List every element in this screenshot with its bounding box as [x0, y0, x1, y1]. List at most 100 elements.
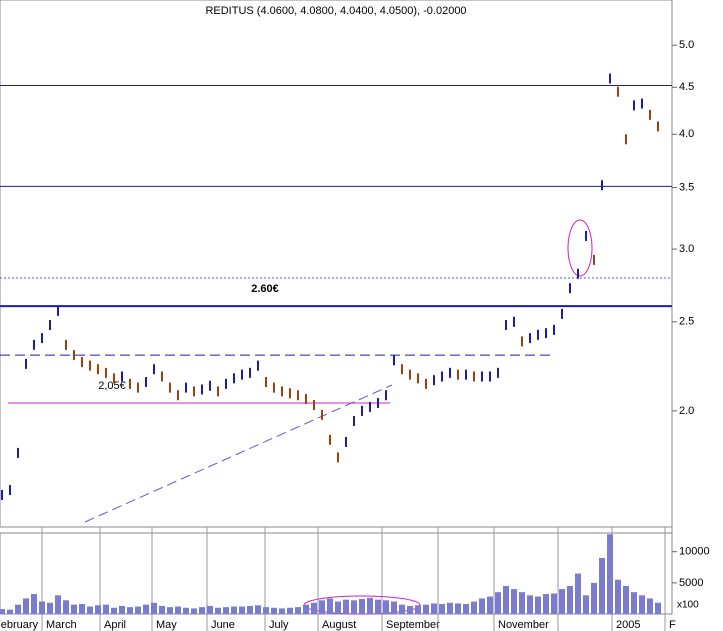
price-bar: [137, 382, 139, 393]
volume-bar: [623, 585, 629, 614]
price-bar: [337, 452, 339, 463]
price-panel: [0, 0, 673, 528]
volume-bar: [119, 605, 125, 614]
y2-unit: x100: [677, 600, 699, 611]
price-bar: [201, 384, 203, 395]
price-bar: [73, 350, 75, 361]
volume-bar: [479, 598, 485, 614]
price-bar: [505, 320, 507, 331]
x-tick-label: June: [211, 619, 235, 631]
volume-bar: [415, 605, 421, 614]
level-label: 2.60€: [251, 283, 279, 295]
volume-bar: [615, 579, 621, 614]
price-bar: [393, 355, 395, 366]
price-bar: [273, 382, 275, 393]
price-bar: [305, 394, 307, 405]
price-bar: [65, 339, 67, 350]
volume-bar: [495, 592, 501, 614]
volume-bar: [311, 602, 317, 614]
price-bar: [385, 390, 387, 401]
price-bar: [601, 180, 603, 191]
volume-bar: [143, 604, 149, 614]
x-tick-label: F: [669, 619, 676, 631]
volume-bar: [583, 595, 589, 614]
price-bar: [105, 367, 107, 378]
volume-bar: [423, 604, 429, 614]
volume-bar: [111, 607, 117, 614]
volume-bar: [639, 595, 645, 614]
volume-bar: [455, 603, 461, 614]
volume-bar: [23, 598, 29, 614]
price-bar: [193, 386, 195, 397]
volume-bar: [47, 602, 53, 614]
volume-bar: [15, 604, 21, 614]
volume-bar: [463, 604, 469, 614]
volume-bar: [511, 589, 517, 614]
volume-bar: [55, 595, 61, 614]
volume-bar: [503, 585, 509, 614]
volume-bar: [287, 607, 293, 614]
volume-bar: [607, 534, 613, 614]
price-bar: [561, 308, 563, 319]
price-bar: [433, 375, 435, 386]
volume-bar: [95, 605, 101, 614]
x-tick-label: April: [104, 619, 126, 631]
y-tick-label: 3.0: [679, 243, 694, 255]
volume-bar: [231, 606, 237, 614]
price-bar: [417, 373, 419, 384]
price-bar: [57, 305, 59, 316]
volume-bar: [599, 557, 605, 614]
volume-bar: [319, 600, 325, 614]
price-bar: [401, 364, 403, 375]
volume-bar: [343, 599, 349, 614]
y2-tick-label: 5000: [679, 577, 703, 589]
volume-bar: [255, 605, 261, 614]
price-bar: [361, 405, 363, 416]
price-bar: [289, 388, 291, 399]
price-bar: [313, 399, 315, 410]
volume-bar: [351, 600, 357, 614]
price-bar: [521, 336, 523, 347]
volume-bar: [39, 601, 45, 614]
volume-bar: [135, 606, 141, 614]
volume-bar: [0, 609, 5, 614]
price-bar: [593, 254, 595, 265]
volume-bar: [151, 602, 157, 614]
price-bar: [1, 489, 3, 500]
price-bar: [177, 390, 179, 401]
price-bar: [473, 371, 475, 382]
price-bar: [25, 358, 27, 369]
price-bar: [41, 333, 43, 344]
volume-bar: [367, 597, 373, 614]
price-bar: [297, 390, 299, 401]
chart-title: REDITUS (4.0600, 4.0800, 4.0400, 4.0500)…: [205, 5, 466, 17]
volume-bar: [487, 596, 493, 614]
price-bar: [121, 371, 123, 382]
x-tick-label: 2005: [616, 619, 640, 631]
volume-bar: [375, 599, 381, 614]
price-bar: [145, 377, 147, 388]
volume-bar: [551, 593, 557, 614]
price-bar: [497, 367, 499, 378]
volume-bar: [471, 601, 477, 614]
highlight: [567, 219, 593, 277]
volume-bar: [247, 605, 253, 614]
volume-bar: [199, 607, 205, 614]
x-tick-label: March: [46, 619, 77, 631]
price-bar: [649, 109, 651, 120]
price-bar: [129, 378, 131, 389]
volume-bar: [127, 607, 133, 614]
price-bar: [377, 397, 379, 408]
price-bar: [281, 386, 283, 397]
trend-line: [84, 384, 393, 523]
volume-bar: [63, 600, 69, 614]
price-bar: [241, 369, 243, 380]
y-tick-label: 4.0: [679, 128, 694, 140]
price-bar: [465, 369, 467, 380]
price-bar: [265, 377, 267, 388]
price-bar: [657, 121, 659, 132]
price-bar: [345, 436, 347, 447]
volume-bar: [183, 607, 189, 614]
price-bar: [609, 73, 611, 84]
